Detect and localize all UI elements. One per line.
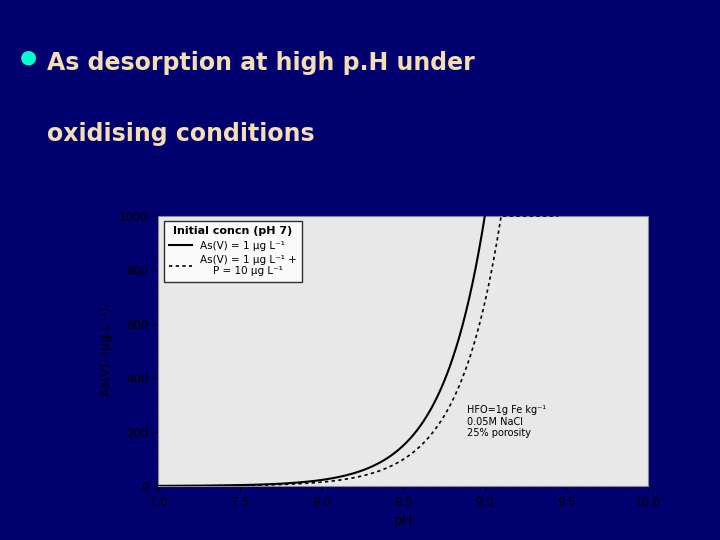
Text: As desorption at high p.H under: As desorption at high p.H under: [47, 51, 474, 75]
Text: oxidising conditions: oxidising conditions: [47, 122, 315, 145]
Text: HFO=1g Fe kg⁻¹
0.05M NaCl
25% porosity: HFO=1g Fe kg⁻¹ 0.05M NaCl 25% porosity: [467, 405, 546, 438]
X-axis label: pH: pH: [394, 514, 413, 528]
Text: ●: ●: [20, 47, 37, 66]
Y-axis label: As(V)  (μg L⁻¹): As(V) (μg L⁻¹): [101, 306, 114, 396]
Legend: As(V) = 1 μg L⁻¹, As(V) = 1 μg L⁻¹ +
    P = 10 μg L⁻¹: As(V) = 1 μg L⁻¹, As(V) = 1 μg L⁻¹ + P =…: [163, 221, 302, 281]
